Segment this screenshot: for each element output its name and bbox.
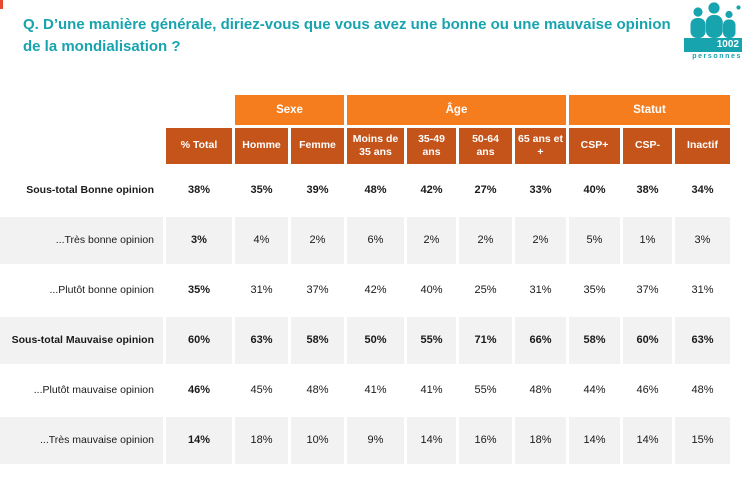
data-cell: 9%: [347, 417, 404, 464]
data-cell: 41%: [364, 383, 387, 396]
column-header: Femme: [291, 128, 344, 164]
data-cell: 55%: [474, 383, 497, 396]
data-cell: 15%: [675, 417, 730, 464]
data-cell: 48%: [691, 383, 714, 396]
column-header: Inactif: [675, 128, 730, 164]
data-cell: 58%: [291, 317, 344, 364]
data-cell: 71%: [459, 317, 512, 364]
data-cell: 2%: [291, 217, 344, 264]
data-cell: 37%: [306, 283, 329, 296]
data-cell: 48%: [364, 183, 387, 196]
data-cell: 60%: [623, 317, 672, 364]
data-cell: 31%: [691, 283, 714, 296]
corner-mark: [0, 0, 3, 9]
data-cell: 63%: [675, 317, 730, 364]
data-cell: 50%: [347, 317, 404, 364]
respondents-label: personnes: [692, 53, 742, 60]
column-group-header: Sexe: [235, 95, 344, 125]
data-cell: 46%: [187, 383, 211, 396]
column-header: Homme: [235, 128, 288, 164]
data-cell: 14%: [407, 417, 456, 464]
row-label: ...Plutôt mauvaise opinion: [33, 383, 154, 396]
data-cell: 1%: [623, 217, 672, 264]
column-header: % Total: [166, 128, 232, 164]
column-header: 65 ans et +: [515, 128, 566, 164]
row-label: ...Très bonne opinion: [0, 217, 163, 264]
data-cell: 48%: [529, 383, 552, 396]
data-cell: 35%: [250, 183, 273, 196]
data-cell: 3%: [166, 217, 232, 264]
data-cell: 39%: [306, 183, 329, 196]
data-cell: 40%: [420, 283, 443, 296]
data-cell: 18%: [235, 417, 288, 464]
column-header: Moins de 35 ans: [347, 128, 404, 164]
data-cell: 38%: [636, 183, 659, 196]
data-cell: 14%: [166, 417, 232, 464]
survey-question: Q. D’une manière générale, diriez-vous q…: [23, 16, 671, 55]
data-cell: 60%: [166, 317, 232, 364]
data-cell: 3%: [675, 217, 730, 264]
row-label: ...Très mauvaise opinion: [0, 417, 163, 464]
data-cell: 31%: [250, 283, 273, 296]
column-header: CSP+: [569, 128, 620, 164]
row-label: Sous-total Bonne opinion: [26, 183, 154, 196]
column-header: 50-64 ans: [459, 128, 512, 164]
data-cell: 41%: [420, 383, 443, 396]
data-cell: 63%: [235, 317, 288, 364]
row-label: ...Plutôt bonne opinion: [49, 283, 155, 296]
data-cell: 42%: [420, 183, 443, 196]
respondents-count: 1002: [684, 38, 742, 52]
data-cell: 31%: [529, 283, 552, 296]
data-cell: 37%: [636, 283, 659, 296]
data-cell: 42%: [364, 283, 387, 296]
data-cell: 40%: [583, 183, 606, 196]
data-cell: 16%: [459, 417, 512, 464]
data-cell: 4%: [235, 217, 288, 264]
data-cell: 18%: [515, 417, 566, 464]
people-group-icon: [690, 2, 741, 38]
data-cell: 25%: [474, 283, 497, 296]
data-cell: 14%: [623, 417, 672, 464]
data-cell: 10%: [291, 417, 344, 464]
data-cell: 34%: [691, 183, 714, 196]
column-header: 35-49 ans: [407, 128, 456, 164]
data-cell: 6%: [347, 217, 404, 264]
data-cell: 66%: [515, 317, 566, 364]
results-table: Sexe Âge Statut % Total Homme Femme Moins de 3…: [0, 95, 730, 464]
column-header: CSP-: [623, 128, 672, 164]
data-cell: 2%: [407, 217, 456, 264]
data-cell: 2%: [515, 217, 566, 264]
data-cell: 14%: [569, 417, 620, 464]
column-group-header: Statut: [569, 95, 730, 125]
row-label: Sous-total Mauvaise opinion: [0, 317, 163, 364]
data-cell: 58%: [569, 317, 620, 364]
respondents-badge: 1002 personnes: [684, 2, 742, 60]
data-cell: 35%: [187, 283, 211, 296]
data-cell: 5%: [569, 217, 620, 264]
data-cell: 27%: [474, 183, 497, 196]
data-cell: 38%: [187, 183, 211, 196]
data-cell: 55%: [407, 317, 456, 364]
data-cell: 33%: [529, 183, 552, 196]
column-group-header: Âge: [347, 95, 566, 125]
data-cell: 45%: [250, 383, 273, 396]
data-cell: 35%: [583, 283, 606, 296]
data-cell: 46%: [636, 383, 659, 396]
data-cell: 48%: [306, 383, 329, 396]
data-cell: 2%: [459, 217, 512, 264]
data-cell: 44%: [583, 383, 606, 396]
